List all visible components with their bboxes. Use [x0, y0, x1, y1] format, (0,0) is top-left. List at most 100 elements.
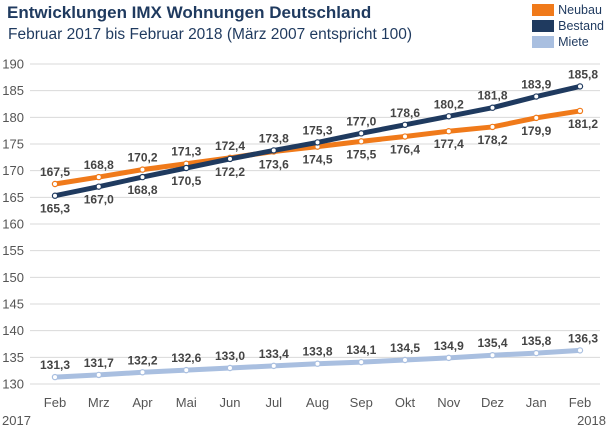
y-tick-label-165: 165: [2, 190, 24, 205]
point-neubau-12: [576, 107, 584, 115]
legend-item-miete: Miete: [532, 34, 604, 49]
point-miete-12: [576, 347, 584, 354]
point-miete-0: [51, 373, 59, 381]
y-tick-label-190: 190: [2, 57, 24, 72]
legend-swatch-bestand: [532, 19, 555, 32]
data-label-bestand-6: 175,3: [302, 123, 332, 137]
x-tick-label-10: Dez: [481, 395, 504, 410]
data-label-neubau-0: 167,5: [40, 165, 70, 179]
data-label-bestand-2: 168,8: [127, 183, 157, 197]
point-neubau-2: [139, 166, 146, 173]
point-bestand-12: [576, 83, 584, 90]
data-label-bestand-9: 180,2: [434, 97, 464, 111]
point-bestand-2: [139, 173, 146, 181]
point-bestand-10: [489, 104, 496, 111]
point-miete-6: [314, 360, 321, 367]
data-label-miete-3: 132,6: [171, 351, 201, 365]
data-label-bestand-0: 165,3: [40, 202, 70, 216]
data-label-bestand-7: 177,0: [346, 114, 376, 128]
point-miete-4: [226, 364, 234, 372]
data-label-neubau-2: 170,2: [127, 151, 157, 165]
point-bestand-9: [445, 113, 452, 120]
data-label-neubau-5: 173,6: [259, 157, 289, 171]
data-label-neubau-4: 172,4: [215, 139, 245, 153]
point-bestand-3: [183, 164, 190, 172]
point-neubau-1: [95, 173, 102, 181]
y-tick-label-135: 135: [2, 350, 24, 365]
x-tick-label-5: Jul: [265, 395, 282, 410]
x-tick-year-12: 2018: [577, 413, 606, 428]
y-tick-label-155: 155: [2, 243, 24, 258]
chart-subtitle: Februar 2017 bis Februar 2018 (März 2007…: [8, 26, 413, 43]
chart-title: Entwicklungen IMX Wohnungen Deutschland: [7, 3, 372, 22]
point-bestand-0: [51, 192, 59, 199]
point-bestand-8: [401, 121, 409, 129]
data-label-neubau-11: 179,9: [521, 124, 551, 138]
point-neubau-10: [489, 123, 496, 131]
data-label-neubau-12: 181,2: [568, 117, 598, 131]
data-label-miete-8: 134,5: [390, 341, 420, 355]
x-tick-label-4: Jun: [220, 395, 241, 410]
x-tick-label-12: Feb: [569, 395, 591, 410]
point-bestand-4: [226, 155, 234, 163]
point-miete-8: [401, 356, 409, 364]
point-miete-3: [183, 366, 190, 374]
data-label-miete-12: 136,3: [568, 331, 598, 345]
x-tick-label-1: Mrz: [88, 395, 110, 410]
data-label-bestand-12: 185,8: [568, 67, 598, 81]
point-miete-1: [95, 371, 102, 379]
point-bestand-5: [270, 147, 277, 154]
data-label-bestand-5: 173,8: [259, 131, 289, 145]
legend-item-neubau: Neubau: [532, 2, 604, 17]
point-bestand-1: [95, 183, 102, 190]
point-neubau-0: [51, 180, 59, 188]
point-bestand-6: [314, 139, 321, 146]
data-label-miete-6: 133,8: [302, 345, 332, 359]
data-label-bestand-8: 178,6: [390, 106, 420, 120]
point-bestand-11: [533, 93, 540, 100]
point-neubau-7: [358, 138, 365, 145]
x-tick-label-8: Okt: [395, 395, 416, 410]
x-tick-year-0: 2017: [2, 413, 31, 428]
y-tick-label-170: 170: [2, 163, 24, 178]
data-label-miete-7: 134,1: [346, 343, 376, 357]
legend-swatch-miete: [532, 35, 555, 48]
point-neubau-9: [445, 127, 452, 135]
data-label-miete-0: 131,3: [40, 358, 70, 372]
x-tick-label-11: Jan: [526, 395, 547, 410]
data-label-miete-10: 135,4: [477, 336, 507, 350]
point-neubau-11: [533, 114, 540, 122]
data-label-neubau-6: 174,5: [302, 153, 332, 167]
data-label-bestand-11: 183,9: [521, 78, 551, 92]
x-tick-label-2: Apr: [132, 395, 153, 410]
x-tick-label-0: Feb: [44, 395, 66, 410]
legend-item-bestand: Bestand: [532, 18, 604, 33]
data-label-miete-1: 131,7: [84, 356, 114, 370]
x-tick-label-6: Aug: [306, 395, 329, 410]
data-label-bestand-10: 181,8: [477, 89, 507, 103]
x-tick-label-3: Mai: [176, 395, 197, 410]
data-label-neubau-1: 168,8: [84, 158, 114, 172]
y-tick-label-130: 130: [2, 377, 24, 392]
legend-label-bestand: Bestand: [558, 18, 604, 33]
point-miete-2: [139, 369, 146, 376]
point-miete-9: [445, 354, 452, 362]
y-tick-label-180: 180: [2, 110, 24, 125]
data-label-bestand-1: 167,0: [84, 193, 114, 207]
y-tick-label-160: 160: [2, 217, 24, 232]
point-miete-10: [489, 352, 496, 359]
data-label-miete-9: 134,9: [434, 339, 464, 353]
point-miete-7: [358, 358, 365, 366]
data-label-neubau-10: 178,2: [477, 133, 507, 147]
data-label-miete-2: 132,2: [127, 353, 157, 367]
data-label-bestand-3: 170,5: [171, 174, 201, 188]
y-tick-label-185: 185: [2, 83, 24, 98]
data-label-miete-4: 133,0: [215, 349, 245, 363]
data-label-bestand-4: 172,2: [215, 165, 245, 179]
legend-label-neubau: Neubau: [558, 2, 602, 17]
point-neubau-8: [401, 133, 409, 140]
data-label-neubau-7: 175,5: [346, 147, 376, 161]
data-label-miete-5: 133,4: [259, 347, 289, 361]
y-tick-label-145: 145: [2, 297, 24, 312]
